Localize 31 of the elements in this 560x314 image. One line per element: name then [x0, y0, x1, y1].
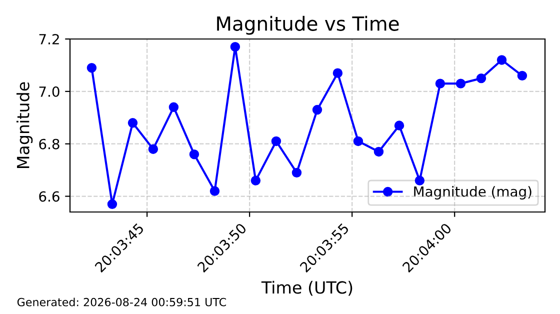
- y-axis-title: Magnitude: [16, 82, 33, 168]
- point: [189, 149, 200, 160]
- legend-label: Magnitude (mag): [414, 186, 532, 200]
- point: [476, 73, 486, 84]
- y-tick-label: 7.2: [39, 34, 59, 44]
- point: [312, 104, 322, 115]
- x-axis-title: Time (UTC): [261, 280, 352, 296]
- point: [250, 176, 261, 186]
- point: [86, 62, 97, 73]
- chart-title: Magnitude vs Time: [217, 16, 399, 35]
- point: [414, 176, 425, 186]
- point: [148, 144, 158, 154]
- point: [374, 146, 384, 157]
- y-tick-label: 7.0: [39, 86, 60, 97]
- point: [496, 55, 507, 65]
- point: [332, 68, 343, 78]
- point: [292, 168, 302, 178]
- point: [353, 136, 364, 146]
- y-tick-label: 6.6: [39, 191, 60, 202]
- text: Generated: 2026-08-24 00:59:51 UTC: [17, 298, 226, 306]
- point: [394, 120, 404, 130]
- point: [456, 78, 466, 88]
- point: [517, 70, 528, 81]
- point: [168, 102, 179, 112]
- point: [435, 78, 446, 88]
- point: [271, 136, 282, 146]
- point: [107, 199, 118, 209]
- point: [210, 186, 220, 196]
- point: [230, 42, 240, 52]
- point: [128, 118, 138, 128]
- y-tick-label: 6.8: [39, 138, 60, 150]
